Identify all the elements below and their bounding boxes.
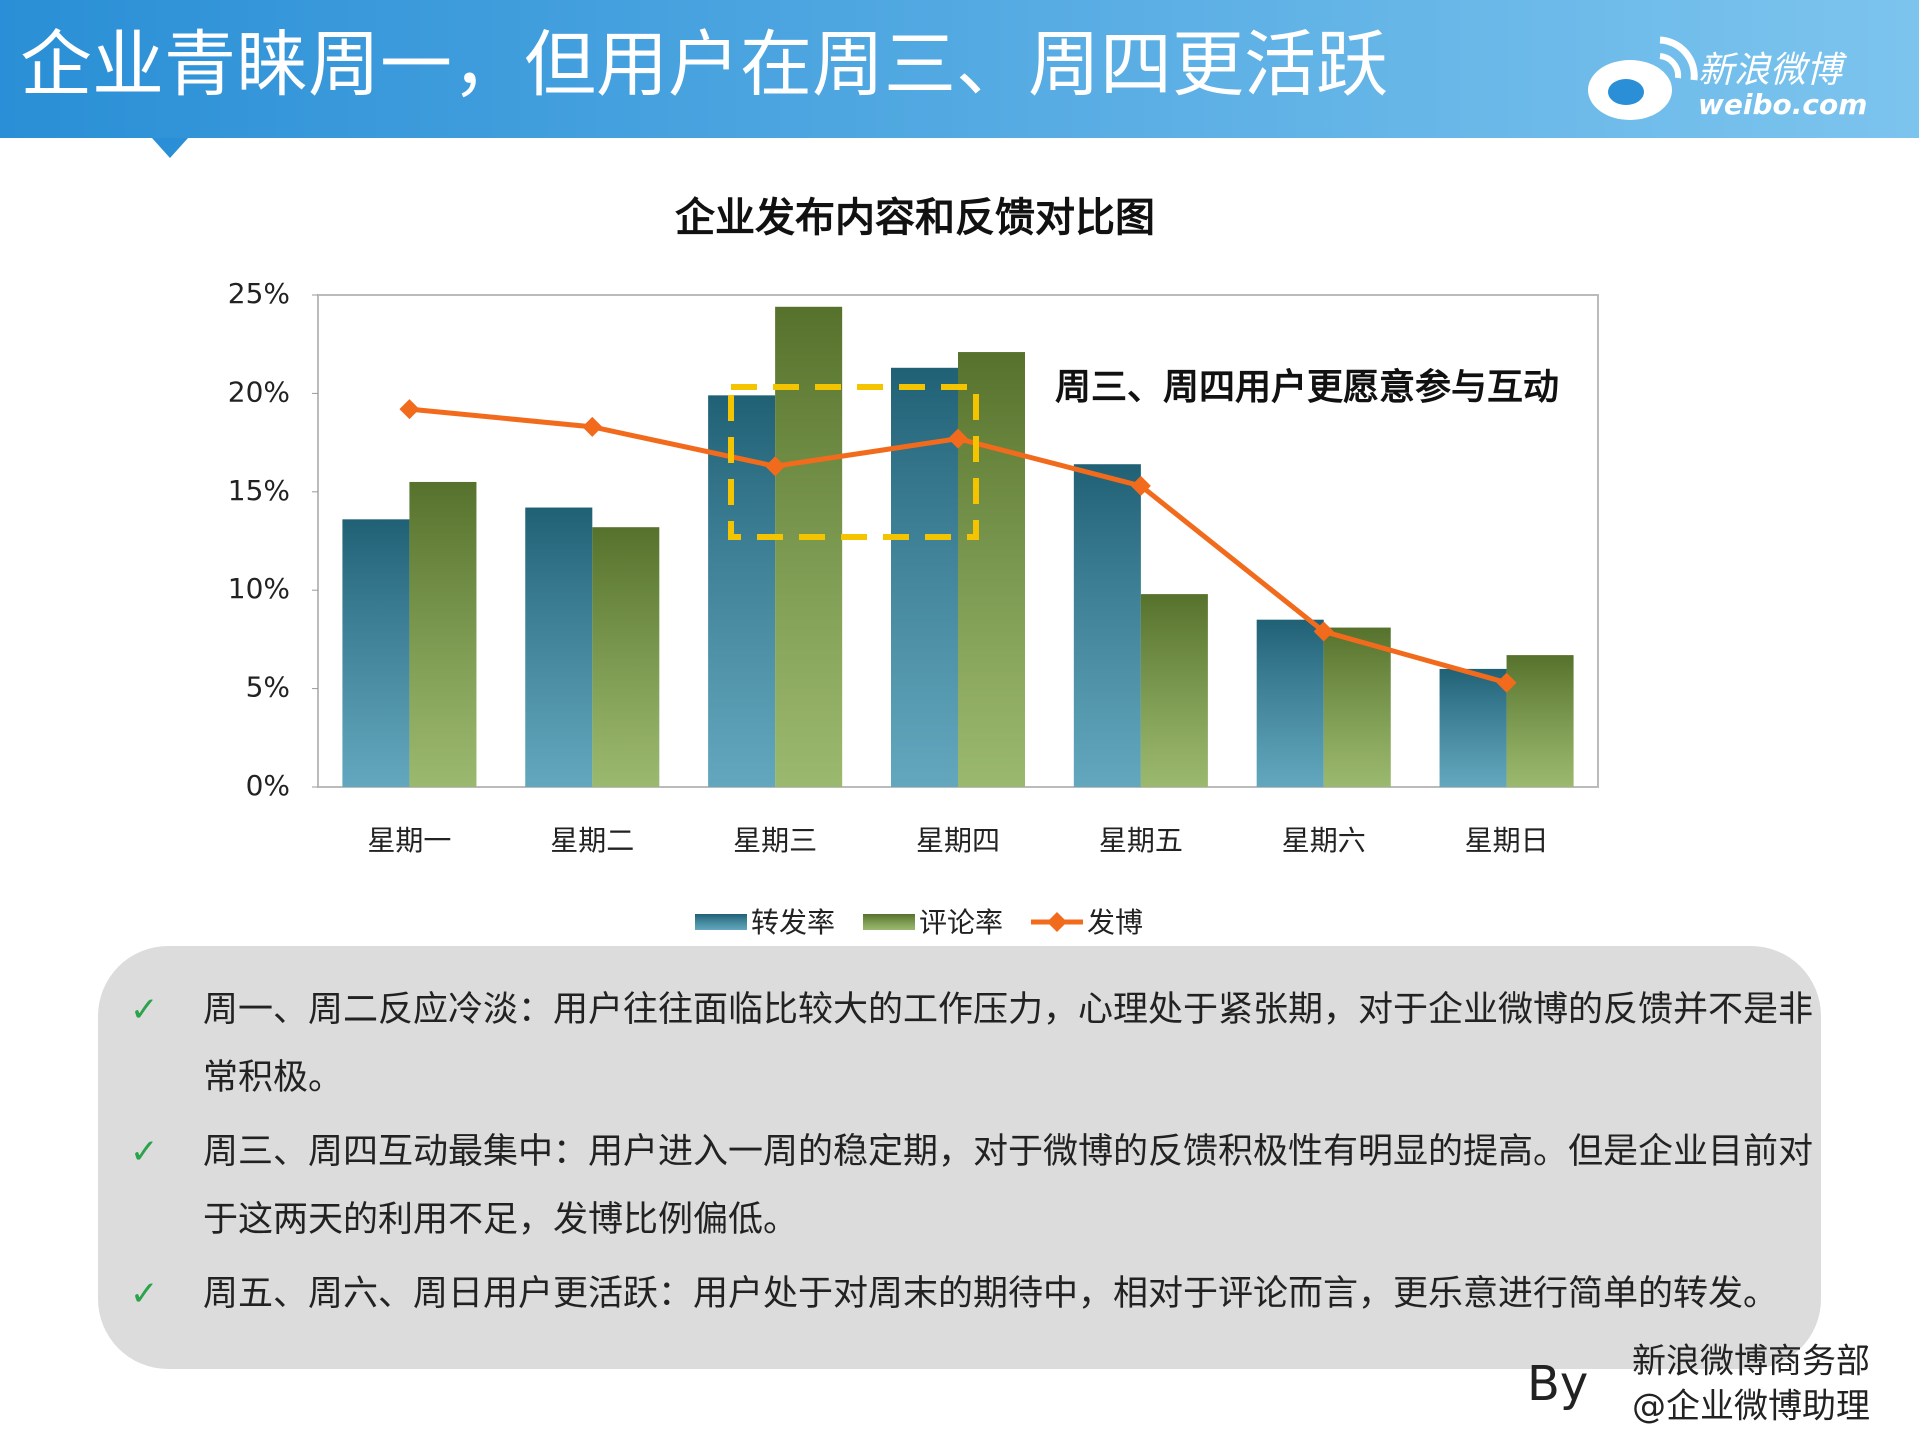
line-marker [948, 428, 968, 449]
bar-shade [1439, 668, 1507, 787]
x-tick-label: 星期三 [733, 824, 817, 857]
bar-shade [775, 306, 843, 787]
x-tick-label: 星期二 [550, 824, 634, 857]
y-tick-label: 25% [228, 277, 290, 310]
footer-org: 新浪微博商务部 [1632, 1342, 1870, 1382]
bullet: 周三、周四互动最集中：用户进入一周的稳定期，对于微博的反馈积极性有明显的提高。但… [130, 1118, 1820, 1254]
line-marker [1313, 621, 1334, 642]
legend-shade [863, 914, 915, 930]
bar-shade [409, 481, 477, 787]
x-tick-label: 星期五 [1099, 824, 1183, 857]
legend-marker [1047, 912, 1067, 932]
bar-shade [1256, 619, 1324, 787]
line-marker [1496, 672, 1517, 693]
header-title: 企业青睐周一，但用户在周三、周四更活跃 [20, 23, 1388, 107]
y-tick-label: 5% [246, 671, 290, 704]
bullet: 周一、周二反应冷淡：用户往往面临比较大的工作压力，心理处于紧张期，对于企业微博的… [130, 976, 1820, 1112]
bullet-list: 周一、周二反应冷淡：用户往往面临比较大的工作压力，心理处于紧张期，对于企业微博的… [130, 976, 1820, 1334]
bar-shade [1073, 464, 1141, 787]
legend-label: 发博 [1087, 906, 1143, 939]
bar-shade [525, 507, 593, 787]
logo-name: 新浪微博 [1698, 50, 1848, 91]
bar-shade [958, 352, 1025, 787]
x-tick-label: 星期一 [367, 824, 451, 857]
weibo-logo [1588, 36, 1698, 120]
bar-shade [1506, 655, 1574, 787]
footer-account: @企业微博助理 [1632, 1387, 1870, 1427]
footer-by: By [1527, 1356, 1588, 1412]
annotation: 周三、周四用户更愿意参与互动 [1055, 367, 1559, 408]
line-marker [399, 399, 420, 420]
header-bar [0, 0, 1919, 138]
bar-shade [592, 527, 660, 787]
legend-label: 转发率 [751, 906, 835, 939]
legend-label: 评论率 [919, 906, 1003, 939]
line-marker [582, 416, 603, 437]
line-marker [765, 456, 786, 477]
y-tick-label: 20% [228, 375, 290, 408]
x-tick-label: 星期日 [1465, 824, 1549, 857]
y-tick-label: 10% [228, 572, 290, 605]
bar-shade [1323, 627, 1391, 787]
logo-url: weibo.com [1698, 88, 1867, 121]
legend-shade [695, 914, 747, 930]
x-tick-label: 星期四 [916, 824, 1000, 857]
highlight-box [728, 384, 979, 540]
chart-title: 企业发布内容和反馈对比图 [675, 195, 1155, 241]
x-tick-label: 星期六 [1282, 824, 1366, 857]
chart: 企业发布内容和反馈对比图 0% 5% 10% 15% 20% 25% 星期一 星期二 星期三 星期四… [228, 195, 1599, 939]
y-tick-label: 15% [228, 474, 290, 507]
y-tick-label: 0% [246, 769, 290, 802]
bar-shade [342, 519, 410, 787]
header-pointer [152, 138, 188, 158]
bar-shade [891, 367, 958, 787]
bar-shade [1140, 594, 1208, 787]
bullet: 周五、周六、周日用户更活跃：用户处于对周末的期待中，相对于评论而言，更乐意进行简… [130, 1260, 1820, 1328]
line-marker [1130, 475, 1151, 496]
